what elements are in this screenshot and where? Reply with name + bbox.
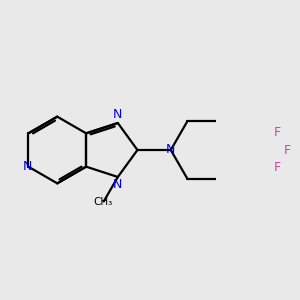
Text: F: F: [274, 126, 281, 139]
Text: N: N: [113, 108, 122, 121]
Text: F: F: [274, 161, 281, 174]
Text: N: N: [113, 178, 122, 191]
Text: N: N: [22, 160, 32, 173]
Text: CH₃: CH₃: [93, 196, 112, 206]
Text: N: N: [166, 143, 175, 156]
Text: F: F: [284, 143, 291, 157]
